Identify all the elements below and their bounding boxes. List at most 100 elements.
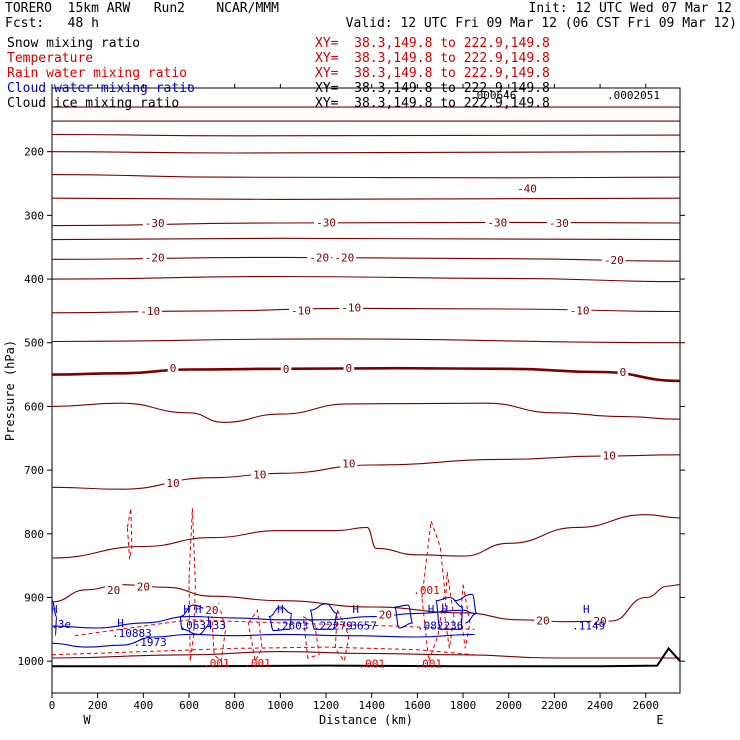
- cloud-water-label: .3e: [51, 618, 71, 631]
- cloud-water-contour: [51, 633, 475, 648]
- isotherm-label: -30: [549, 217, 569, 230]
- isotherm-label: 20: [107, 584, 120, 597]
- x-tick-label: 0: [49, 699, 56, 712]
- isotherm-label-bg: [600, 449, 618, 462]
- y-tick-label: 600: [24, 400, 44, 413]
- isotherm-label-bg: [515, 182, 539, 195]
- isotherm-label-bg: [340, 457, 358, 470]
- isotherm-label-bg: [343, 362, 355, 375]
- x-tick-label: 400: [133, 699, 153, 712]
- x-tick-label: 1600: [404, 699, 431, 712]
- x-tick-label: 600: [179, 699, 199, 712]
- cloud-water-contour: [435, 596, 464, 630]
- x-tick-label: 1800: [450, 699, 477, 712]
- isotherm-line: [51, 338, 681, 344]
- field-cloud-ice-xy: XY= 38.3,149.8 to 222.9,149.8: [315, 96, 550, 111]
- high-marker: H: [277, 603, 284, 616]
- plot-frame: [51, 87, 681, 694]
- isotherm-label: 0: [346, 362, 353, 375]
- isotherm-label: -20: [145, 251, 165, 264]
- isotherm-label-bg: [251, 468, 269, 481]
- high-marker: H: [117, 617, 124, 630]
- isotherm-label: 10: [603, 449, 616, 462]
- x-tick-label: 2000: [495, 699, 522, 712]
- isotherm-label: -20: [309, 251, 329, 264]
- cloud-water-contour: [179, 604, 211, 635]
- isotherm-label: 20: [593, 615, 606, 628]
- isotherm-line: [51, 174, 681, 179]
- high-marker: H: [428, 603, 435, 616]
- isotherm-label-bg: [601, 253, 626, 266]
- isotherm-label: -10: [140, 305, 160, 318]
- isotherm-label: -20: [604, 254, 624, 267]
- isotherm-line: [51, 454, 681, 490]
- rain-water-contour: [188, 508, 196, 662]
- isotherm-label: -20: [334, 251, 354, 264]
- x-tick-label: 1000: [267, 699, 294, 712]
- y-tick-label: 500: [24, 337, 44, 350]
- isotherm-label-bg: [164, 476, 182, 489]
- rain-water-contour: [211, 602, 227, 663]
- cloud-water-label: .1973: [134, 636, 167, 649]
- isotherm-label: 20: [205, 604, 218, 617]
- isotherm-label-bg: [105, 583, 123, 596]
- isotherm-label-bg: [567, 304, 592, 317]
- top-cloud-label-right: .0002051: [607, 89, 660, 102]
- x-axis-label: Distance (km): [319, 713, 413, 727]
- isotherm-label-bg: [203, 604, 221, 617]
- y-tick-label: 700: [24, 464, 44, 477]
- rain-water-label: .001: [413, 584, 440, 597]
- isotherm-label-bg: [591, 615, 609, 628]
- y-tick-label: 300: [24, 209, 44, 222]
- field-rain-name: Rain water mixing ratio: [7, 66, 188, 81]
- y-tick-label: 1000: [18, 655, 45, 668]
- header-valid-time: Valid: 12 UTC Fri 09 Mar 12 (06 CST Fri …: [345, 16, 737, 31]
- high-marker: H: [51, 603, 58, 616]
- isotherm-label-bg: [332, 251, 357, 264]
- cloud-water-contour: [453, 593, 478, 624]
- isotherm-label: 20: [536, 614, 549, 627]
- isotherm-label: 10: [166, 477, 179, 490]
- isotherm-label-bg: [314, 216, 338, 229]
- x-tick-label: 2600: [632, 699, 659, 712]
- isotherm-line: [51, 275, 681, 283]
- field-temperature-xy: XY= 38.3,149.8 to 222.9,149.8: [315, 51, 550, 66]
- field-cloud-ice-name: Cloud ice mixing ratio: [7, 96, 180, 111]
- y-tick-label: 400: [24, 273, 44, 286]
- cloud-water-label: .10883: [112, 627, 152, 640]
- rain-water-label: .001: [203, 657, 230, 670]
- isotherm-label-bg: [376, 608, 395, 621]
- isotherm-label-bg: [617, 366, 629, 379]
- cloud-water-label: .3657: [344, 619, 377, 632]
- isotherm-label-bg: [134, 580, 152, 593]
- isotherm-label: 0: [283, 363, 290, 376]
- isotherm-label-bg: [142, 217, 167, 230]
- x-end-label-west: W: [83, 713, 91, 727]
- isotherm-label: -30: [487, 216, 507, 229]
- isotherm-label-bg: [280, 362, 292, 375]
- rain-water-contour: [302, 616, 320, 659]
- cloud-water-label: .1149: [572, 619, 605, 632]
- header-init-time: Init: 12 UTC Wed 07 Mar 12: [528, 1, 733, 16]
- x-tick-label: 1400: [358, 699, 385, 712]
- x-tick-label: 800: [225, 699, 245, 712]
- cloud-water-contour: [268, 606, 293, 632]
- high-marker: H: [183, 603, 190, 616]
- isotherm-label: -40: [517, 183, 537, 196]
- high-marker: H: [441, 603, 448, 616]
- cloud-water-label: .22279: [313, 619, 353, 632]
- field-rain-xy: XY= 38.3,149.8 to 222.9,149.8: [315, 66, 550, 81]
- terrain-line: [52, 646, 681, 668]
- x-tick-label: 1200: [313, 699, 340, 712]
- cloud-water-contour: [51, 600, 58, 637]
- isotherm-label-bg: [547, 217, 571, 230]
- isotherm-label: 10: [342, 458, 355, 471]
- isotherm-label-bg: [142, 251, 167, 264]
- field-cloud-water-name: Cloud water mixing ratio: [7, 81, 195, 96]
- high-marker: H: [352, 603, 359, 616]
- x-end-label-east: E: [656, 713, 663, 727]
- rain-water-label: .001: [358, 658, 385, 671]
- x-tick-label: 200: [88, 699, 108, 712]
- top-cloud-label-left: .000646: [470, 89, 517, 102]
